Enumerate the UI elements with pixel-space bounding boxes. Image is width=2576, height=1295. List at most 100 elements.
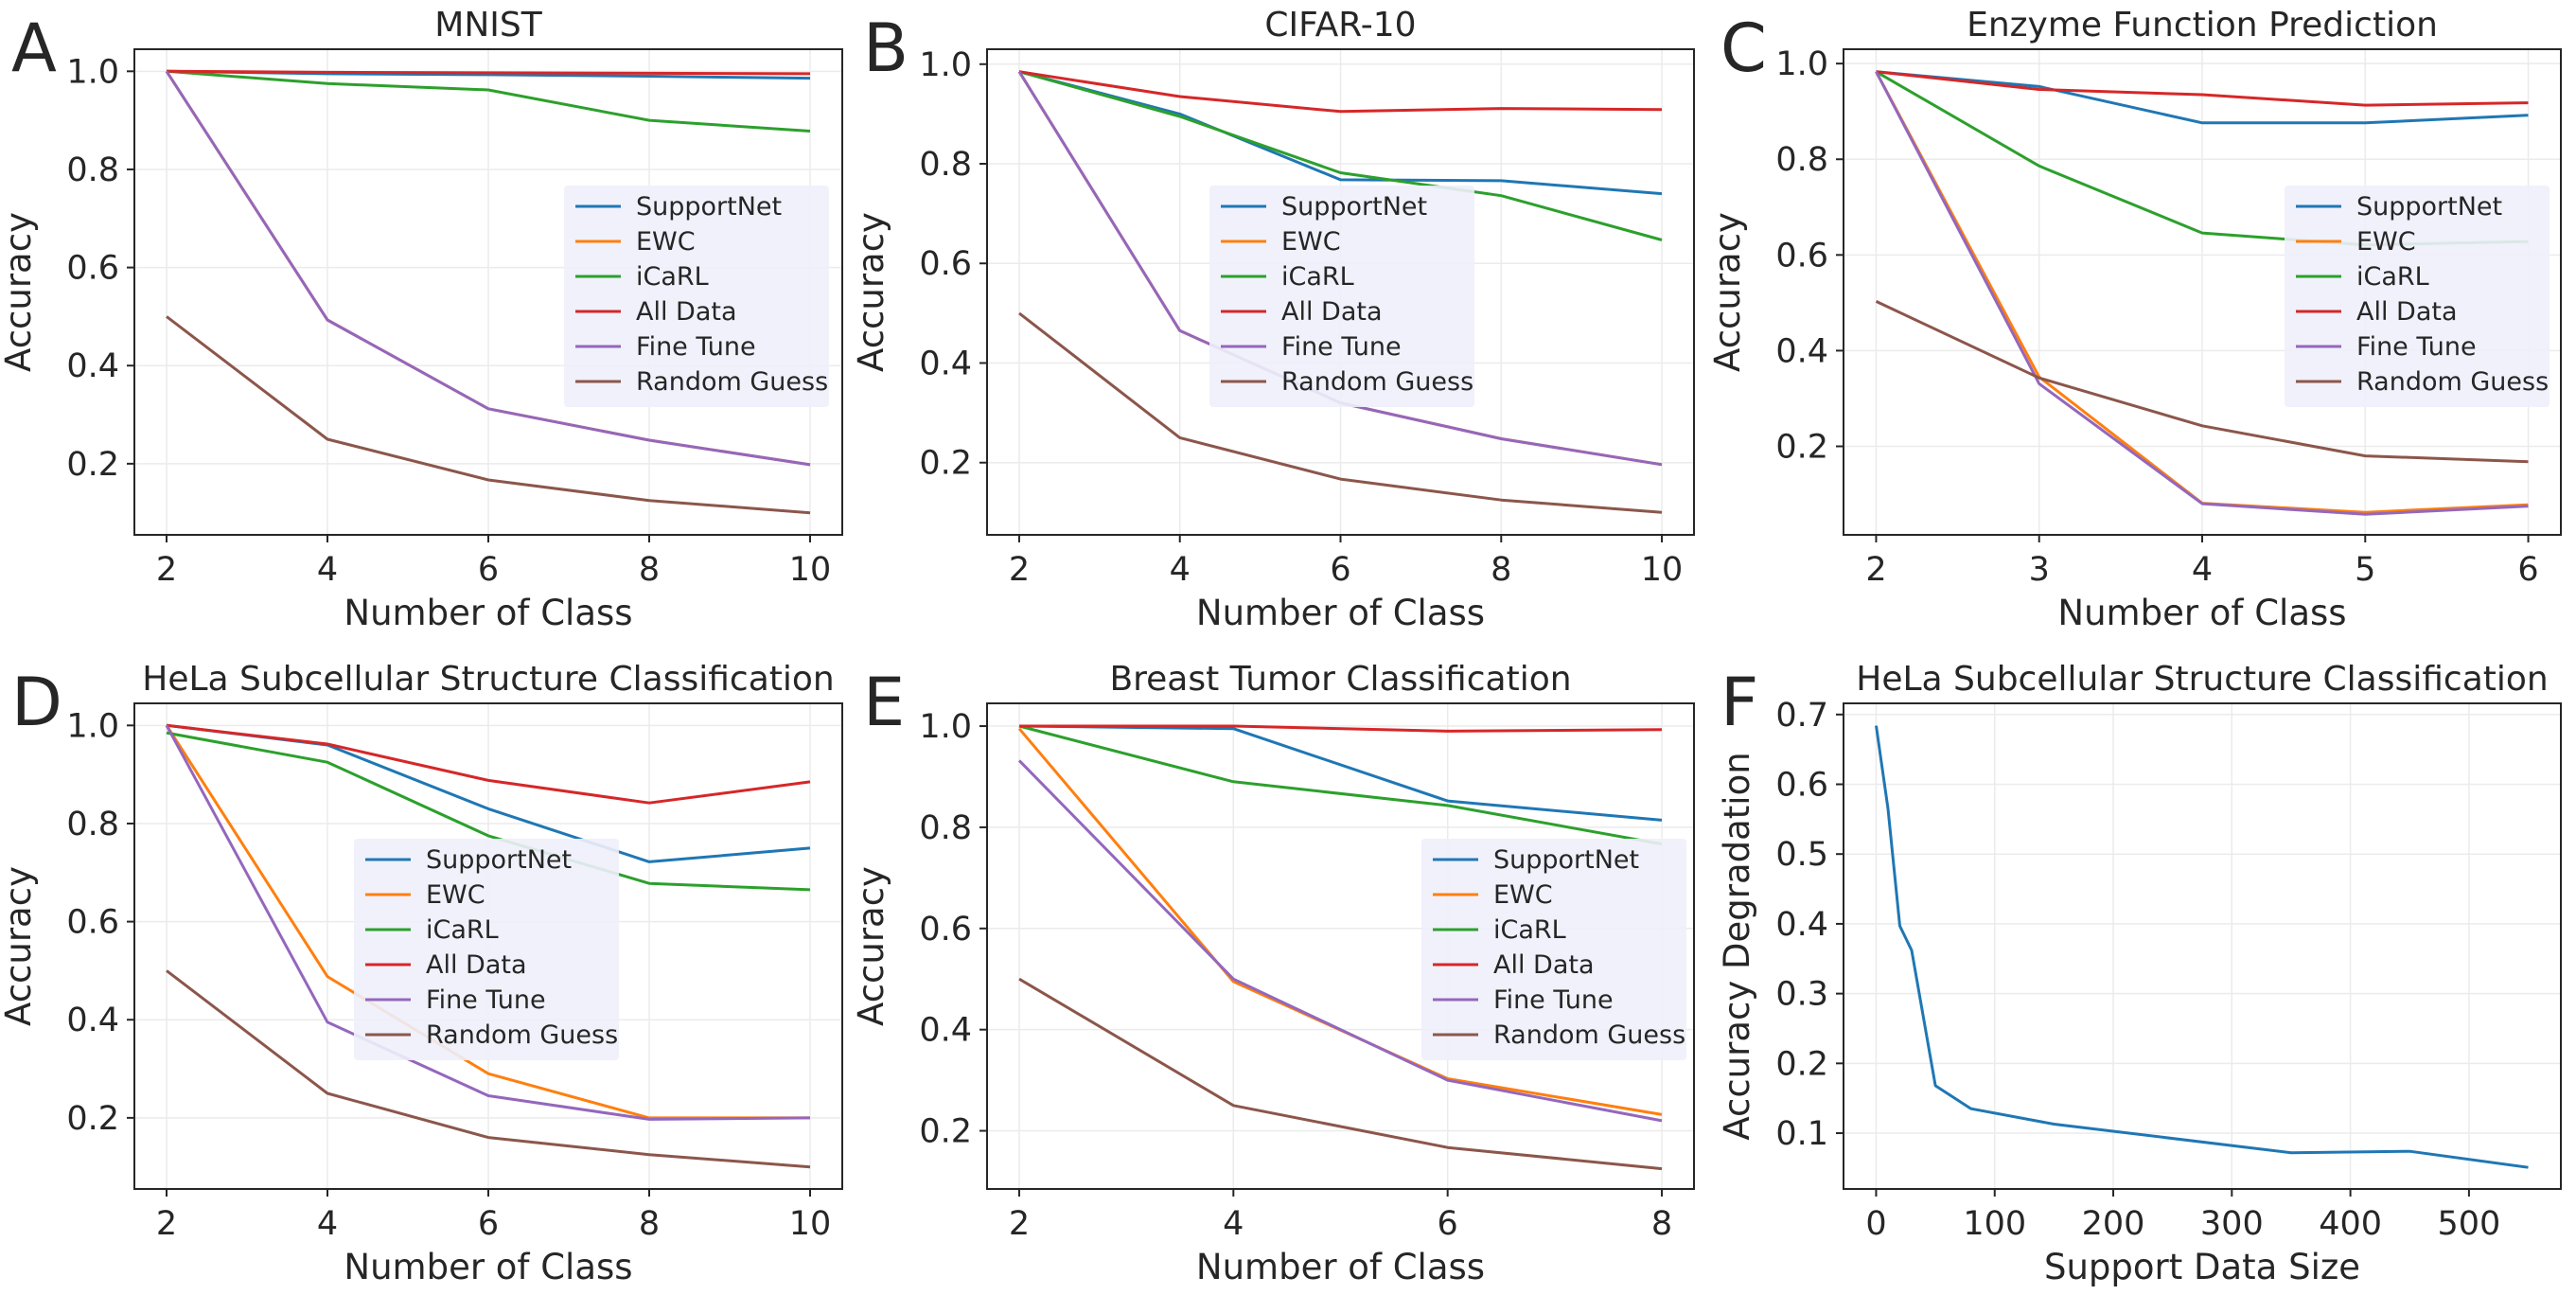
legend-entry: Random Guess [1281, 367, 1473, 397]
x-tick-label: 2 [156, 1205, 177, 1243]
legend-entry: Fine Tune [1281, 332, 1402, 362]
legend-entry: Random Guess [2356, 367, 2549, 397]
panel-title: HeLa Subcellular Structure Classificatio… [142, 660, 834, 699]
plot-frame [1843, 702, 2562, 1190]
panel-letter: E [863, 664, 905, 741]
y-tick-label: 0.8 [1775, 141, 1828, 179]
legend-entry: iCaRL [426, 915, 499, 945]
legend-entry: SupportNet [426, 845, 572, 875]
series-line-all-data [1018, 70, 1663, 114]
y-tick-label: 0.6 [919, 245, 972, 283]
panel-letter: A [11, 9, 57, 87]
y-tick-label: 0.4 [1775, 332, 1828, 370]
panel-c: 2 3 4 5 6 0.2 0.4 0.6 0.8 1.0 Enzyme Function Pred… [1707, 6, 2562, 633]
legend-entry: Random Guess [636, 367, 828, 397]
legend-entry: Fine Tune [636, 332, 756, 362]
x-tick-label: 2 [1009, 551, 1030, 589]
panel-title: Breast Tumor Classification [1109, 660, 1571, 699]
x-tick-label: 10 [789, 1205, 832, 1243]
x-tick-label: 8 [1491, 551, 1511, 589]
legend: SupportNet EWC iCaRL All Data Fine Tune Rando… [354, 839, 619, 1060]
legend-entry: SupportNet [1493, 845, 1639, 875]
plot-frame [986, 702, 1695, 1190]
series-line-icarl [166, 69, 811, 133]
legend-entry: SupportNet [2356, 192, 2502, 222]
legend-entry: All Data [426, 950, 527, 980]
y-tick-label: 0.4 [1775, 906, 1828, 944]
y-tick-label: 0.8 [66, 151, 119, 189]
x-tick-label: 4 [317, 551, 338, 589]
x-axis-label: Support Data Size [2044, 1247, 2360, 1287]
y-tick-label: 0.1 [1775, 1115, 1828, 1153]
legend-box [1421, 839, 1686, 1060]
x-tick-label: 500 [2437, 1205, 2500, 1243]
legend-entry: Random Guess [1493, 1020, 1685, 1050]
y-axis-label: Accuracy [851, 866, 891, 1026]
panel-a: 2 4 6 8 10 0.2 0.4 0.6 0.8 1.0 MNIST Number of Clas… [0, 6, 843, 633]
legend-entry: Random Guess [426, 1020, 618, 1050]
x-tick-label: 100 [1963, 1205, 2026, 1243]
series-line-icarl [1018, 724, 1663, 846]
legend-entry: iCaRL [636, 262, 709, 292]
x-tick-label: 4 [1223, 1205, 1244, 1243]
x-tick-label: 300 [2200, 1205, 2264, 1243]
x-tick-label: 10 [1641, 551, 1684, 589]
y-tick-label: 0.7 [1775, 697, 1828, 735]
legend-entry: All Data [1493, 950, 1595, 980]
series-line-all-data [166, 69, 811, 76]
y-tick-label: 0.8 [66, 806, 119, 843]
x-tick-label: 2 [1865, 551, 1886, 589]
panel-title: Enzyme Function Prediction [1967, 6, 2438, 44]
x-tick-label: 8 [639, 1205, 660, 1243]
panel-f: 0 100 200 300 400 500 0.1 0.2 0.3 0.4 0.5 0.6 0.7 HeL… [1717, 660, 2562, 1287]
y-tick-label: 0.8 [919, 809, 972, 847]
panel-letter: C [1720, 9, 1767, 87]
series-line-random-guess [1018, 311, 1663, 514]
x-tick-label: 4 [317, 1205, 338, 1243]
y-tick-label: 0.4 [919, 345, 972, 382]
y-tick-label: 0.2 [1775, 428, 1828, 466]
panel-letter: F [1720, 664, 1758, 741]
legend-entry: EWC [1281, 227, 1341, 257]
y-tick-label: 0.2 [66, 1100, 119, 1138]
series-line-supportnet [1876, 70, 2529, 125]
series-line-fine-tune [1017, 759, 1663, 1123]
y-tick-label: 0.6 [1775, 767, 1828, 805]
y-tick-label: 0.2 [919, 1113, 972, 1151]
y-tick-label: 0.4 [66, 1002, 119, 1039]
x-tick-label: 3 [2029, 551, 2050, 589]
panel-letter: B [863, 9, 909, 87]
y-tick-label: 0.5 [1775, 836, 1828, 874]
legend-entry: Fine Tune [1493, 985, 1614, 1015]
y-tick-label: 0.6 [66, 904, 119, 942]
panel-title: HeLa Subcellular Structure Classificatio… [1856, 660, 2548, 699]
legend-entry: All Data [1281, 297, 1383, 327]
y-tick-label: 1.0 [919, 46, 972, 84]
y-axis-label: Accuracy Degradation [1717, 752, 1757, 1140]
x-tick-label: 400 [2319, 1205, 2382, 1243]
legend: SupportNet EWC iCaRL All Data Fine Tune Rando… [1209, 186, 1474, 407]
legend-entry: SupportNet [636, 192, 782, 222]
x-tick-label: 8 [1651, 1205, 1672, 1243]
x-tick-label: 2 [1009, 1205, 1030, 1243]
legend-entry: EWC [636, 227, 696, 257]
y-tick-label: 0.2 [1775, 1045, 1828, 1083]
series-line-supportnet [1018, 70, 1663, 196]
legend-entry: EWC [1493, 880, 1553, 910]
y-tick-label: 0.8 [919, 146, 972, 184]
legend-entry: EWC [2356, 227, 2416, 257]
legend: SupportNet EWC iCaRL All Data Fine Tune Rando… [1421, 839, 1686, 1060]
series-line-random-guess [1018, 977, 1663, 1171]
series-line-random-guess [1875, 300, 2529, 464]
x-tick-label: 6 [478, 1205, 499, 1243]
legend-entry: SupportNet [1281, 192, 1427, 222]
x-axis-label: Number of Class [1196, 1247, 1485, 1287]
y-tick-label: 1.0 [919, 708, 972, 746]
x-tick-label: 8 [639, 551, 660, 589]
x-tick-label: 4 [2192, 551, 2213, 589]
x-tick-label: 6 [478, 551, 499, 589]
y-tick-label: 1.0 [66, 53, 119, 91]
y-axis-label: Accuracy [0, 212, 39, 372]
panel-d: 2 4 6 8 10 0.2 0.4 0.6 0.8 1.0 HeLa Subcellular St… [0, 660, 843, 1287]
x-tick-label: 5 [2355, 551, 2375, 589]
